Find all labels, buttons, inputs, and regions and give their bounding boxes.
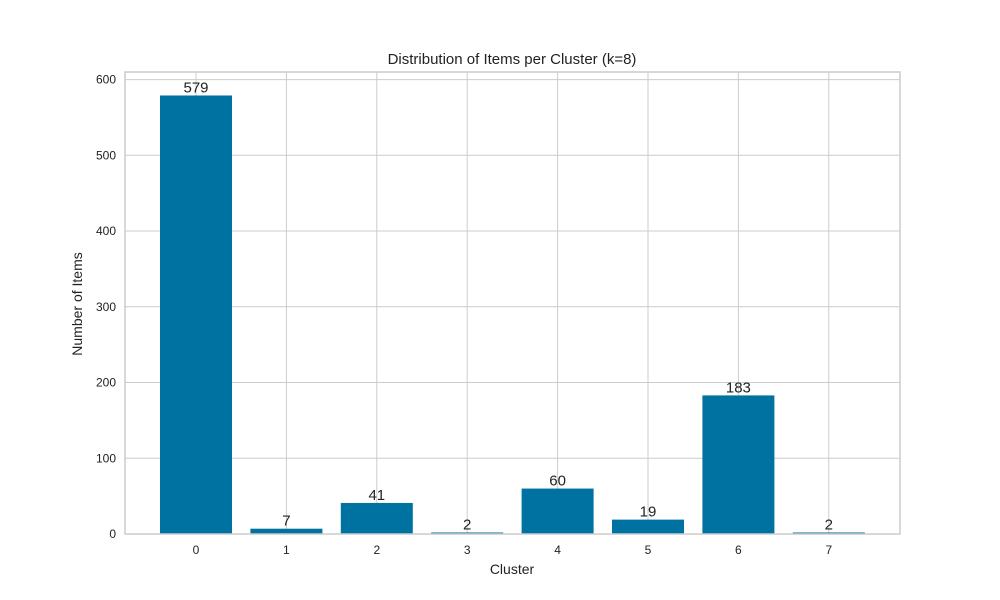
bar-value-label: 60 bbox=[549, 473, 566, 490]
y-tick-label: 200 bbox=[96, 376, 116, 390]
y-tick-label: 300 bbox=[96, 300, 116, 314]
bar-value-label: 19 bbox=[640, 504, 657, 521]
bar-cluster-5 bbox=[612, 519, 684, 534]
y-tick-label: 600 bbox=[96, 73, 116, 87]
bar-cluster-0 bbox=[160, 95, 232, 534]
ticks-layer: 0 100 200 300 400 500 600 0 1 2 3 4 5 6 7 bbox=[96, 73, 832, 557]
x-tick-label: 2 bbox=[373, 543, 380, 557]
bar-value-label: 41 bbox=[368, 487, 385, 504]
bar-cluster-1 bbox=[250, 528, 323, 534]
y-tick-label: 0 bbox=[109, 527, 116, 541]
x-tick-label: 7 bbox=[825, 543, 832, 557]
bar-cluster-6 bbox=[702, 395, 775, 534]
bar-cluster-7 bbox=[792, 532, 865, 534]
bar-value-label: 579 bbox=[183, 79, 208, 96]
x-tick-label: 1 bbox=[283, 543, 290, 557]
bar-cluster-4 bbox=[521, 488, 594, 534]
bars-layer bbox=[160, 95, 865, 534]
y-tick-label: 400 bbox=[96, 224, 116, 238]
y-tick-label: 500 bbox=[96, 148, 116, 162]
y-tick-label: 100 bbox=[96, 451, 116, 465]
x-tick-label: 6 bbox=[735, 543, 742, 557]
grid-layer bbox=[125, 72, 900, 535]
x-tick-label: 5 bbox=[645, 543, 652, 557]
bar-value-label: 183 bbox=[726, 379, 751, 396]
x-axis-label: Cluster bbox=[490, 561, 535, 577]
bar-value-label: 2 bbox=[463, 516, 471, 533]
chart-title: Distribution of Items per Cluster (k=8) bbox=[388, 51, 637, 68]
x-tick-label: 3 bbox=[464, 543, 471, 557]
y-axis-label: Number of Items bbox=[69, 252, 85, 355]
x-tick-label: 4 bbox=[554, 543, 561, 557]
plot-frame bbox=[124, 71, 901, 535]
bar-cluster-3 bbox=[431, 532, 504, 534]
data-labels-layer: 579 7 41 2 60 19 183 2 bbox=[183, 79, 832, 533]
bar-value-label: 2 bbox=[825, 516, 833, 533]
bar-value-label: 7 bbox=[282, 513, 290, 530]
bar-cluster-2 bbox=[340, 502, 413, 534]
x-tick-label: 0 bbox=[193, 543, 200, 557]
